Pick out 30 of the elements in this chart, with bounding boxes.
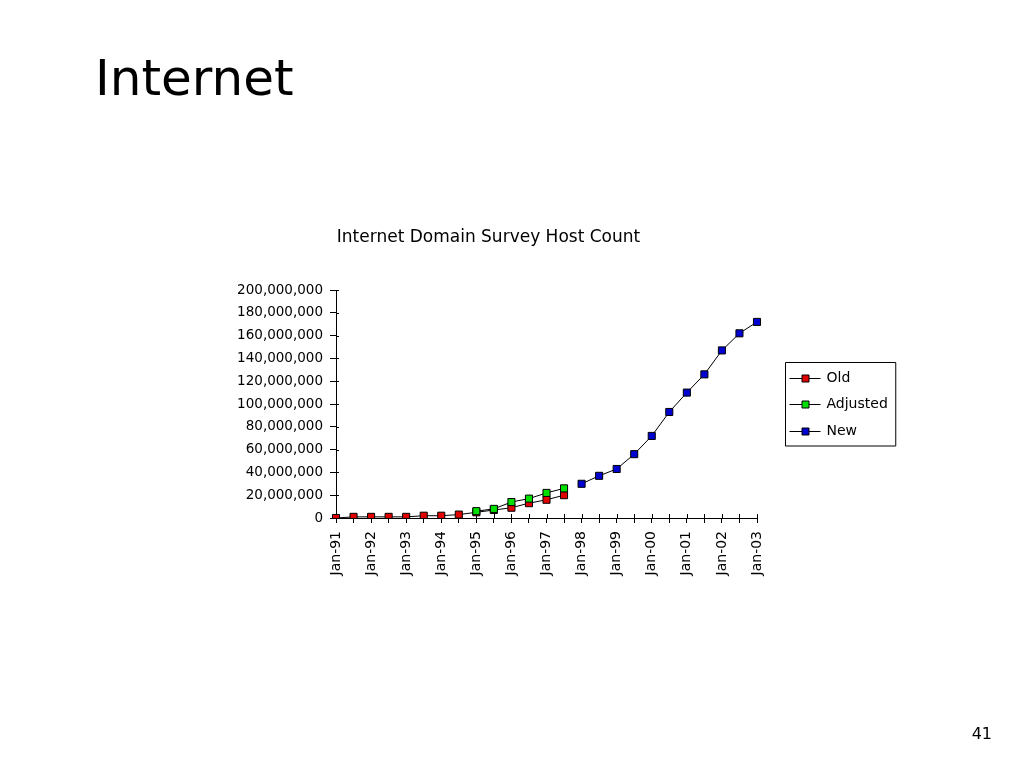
x-tick-label: Jan-91 [326, 531, 343, 577]
x-tick-label: Jan-97 [537, 531, 554, 577]
chart-title: Internet [95, 48, 294, 108]
x-tick-label: Jan-98 [572, 531, 589, 577]
y-tick-label: 100,000,000 [237, 394, 323, 411]
legend-label: New [826, 422, 858, 439]
x-tick-label: Jan-95 [466, 531, 483, 577]
x-tick-label: Jan-99 [607, 531, 624, 577]
y-tick-label: 0 [314, 508, 323, 525]
chart-subtitle: Internet Domain Survey Host Count [336, 225, 641, 246]
x-tick-label: Jan-00 [642, 531, 659, 577]
x-tick-label: Jan-92 [361, 531, 378, 577]
x-tick-label: Jan-01 [677, 531, 694, 577]
y-tick-label: 120,000,000 [237, 371, 323, 388]
y-tick-label: 140,000,000 [237, 348, 323, 365]
legend-label: Old [826, 369, 851, 386]
y-tick-label: 160,000,000 [237, 326, 323, 343]
y-tick-label: 80,000,000 [245, 417, 323, 434]
x-tick-label: Jan-03 [747, 531, 764, 577]
legend-label: Adjusted [826, 395, 888, 412]
y-tick-label: 200,000,000 [237, 280, 323, 297]
y-tick-label: 60,000,000 [245, 440, 323, 457]
x-tick-label: Jan-02 [712, 531, 729, 577]
text: 41 [971, 724, 992, 744]
x-tick-label: Jan-93 [396, 531, 413, 577]
y-tick-label: 40,000,000 [245, 462, 323, 479]
x-tick-label: Jan-96 [502, 530, 519, 577]
y-tick-label: 180,000,000 [237, 303, 323, 320]
y-tick-label: 20,000,000 [245, 485, 323, 502]
x-tick-label: Jan-94 [431, 530, 448, 577]
